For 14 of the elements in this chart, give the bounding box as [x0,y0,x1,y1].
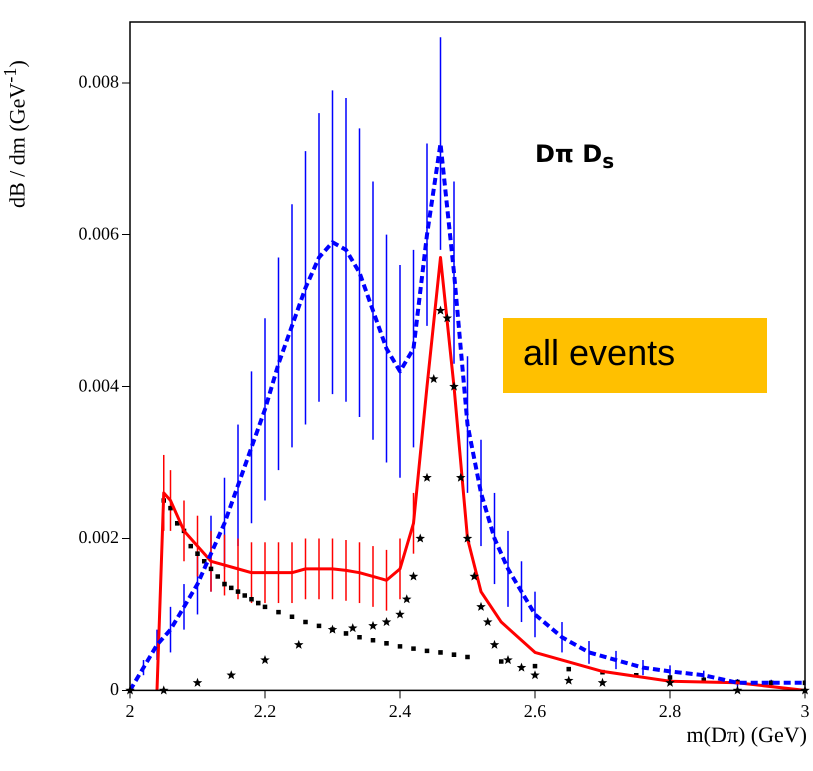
y-tick-label: 0.006 [78,223,119,244]
x-tick-label: 3 [800,700,810,721]
x-axis-title: m(Dπ) (GeV) [686,722,807,748]
y-tick-label: 0.002 [78,527,119,548]
annotation: Dπ D$_{s}$ [535,140,614,173]
x-tick-label: 2.6 [524,700,546,721]
x-tick-label: 2.2 [254,700,276,721]
annotation: all events [503,318,767,393]
x-tick-label: 2.8 [658,700,682,721]
x-tick-label: 2 [126,700,134,721]
x-tick-label: 2.4 [388,700,412,721]
y-tick-label: 0.004 [78,375,119,396]
y-tick-label: 0 [110,679,119,700]
y-tick-label: 0.008 [78,72,119,92]
